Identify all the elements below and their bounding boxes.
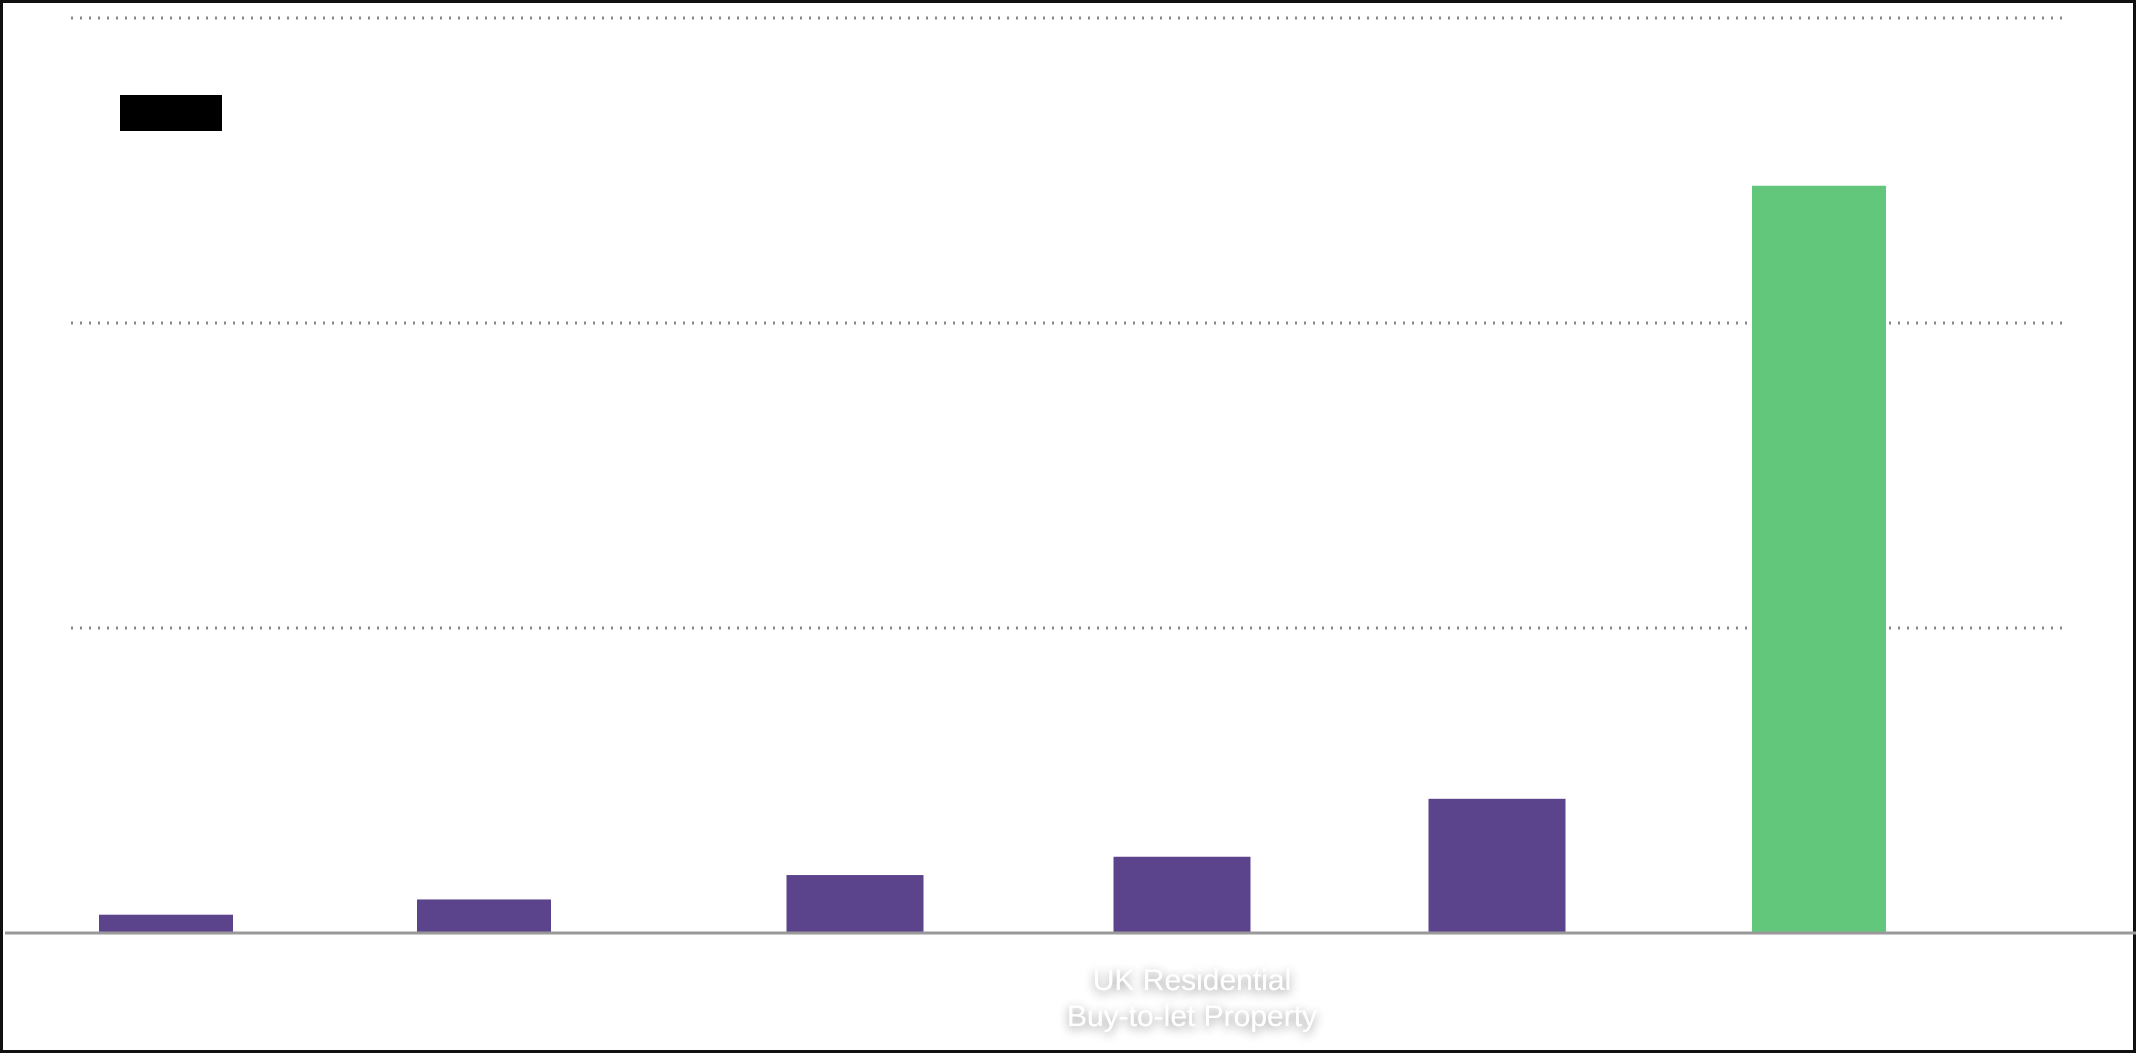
category-labels: UK Residential Buy-to-let Property <box>1067 964 1317 1033</box>
bar <box>786 875 924 933</box>
category-label: UK Residential Buy-to-let Property <box>1067 964 1317 1033</box>
category-label-line: Buy-to-let Property <box>1067 1000 1317 1033</box>
category-label-line: UK Residential <box>1093 964 1291 997</box>
bar <box>1752 185 1886 933</box>
bar <box>1113 856 1251 933</box>
bar <box>417 899 551 933</box>
bar <box>99 914 233 933</box>
bar-chart: UK Residential Buy-to-let Property <box>5 16 2136 1033</box>
bar <box>1428 798 1566 933</box>
legend-swatch <box>120 95 222 131</box>
bars <box>99 185 1886 933</box>
